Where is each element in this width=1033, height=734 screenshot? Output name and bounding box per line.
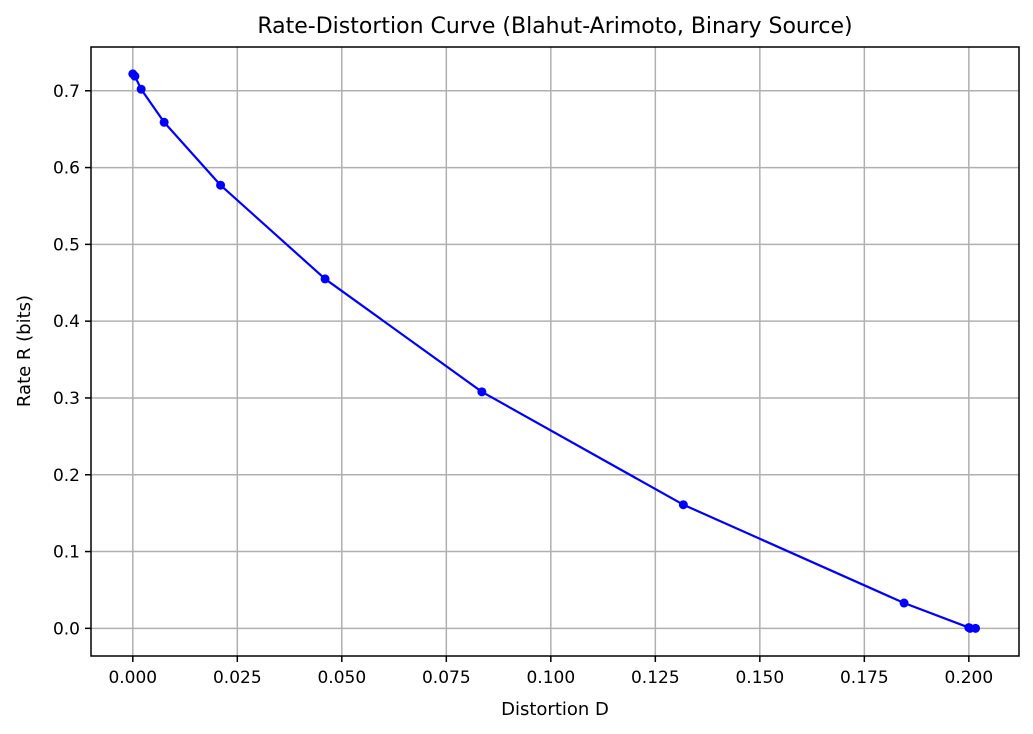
x-tick-label: 0.000	[108, 668, 157, 688]
x-tick-label: 0.075	[422, 668, 471, 688]
x-tick-label: 0.175	[840, 668, 889, 688]
data-point	[136, 84, 146, 94]
chart-title: Rate-Distortion Curve (Blahut-Arimoto, B…	[257, 14, 852, 39]
x-axis-ticks: 0.000 0.025 0.050 0.075 0.100 0.125 0.150 0.175…	[108, 656, 993, 688]
x-tick-label: 0.150	[735, 668, 784, 688]
series-line	[131, 73, 976, 630]
x-axis-label: Distortion D	[501, 699, 609, 720]
data-point	[216, 180, 226, 190]
y-tick-label: 0.0	[53, 619, 80, 639]
data-point	[477, 387, 487, 397]
y-tick-label: 0.6	[53, 159, 80, 179]
data-point	[678, 500, 688, 510]
x-tick-label: 0.125	[631, 668, 680, 688]
y-tick-label: 0.5	[53, 235, 80, 255]
grid-lines	[91, 47, 1019, 656]
data-point	[159, 117, 169, 127]
x-tick-label: 0.025	[213, 668, 262, 688]
data-point	[320, 274, 330, 284]
data-point	[899, 598, 909, 608]
plot-frame	[90, 46, 1020, 657]
x-tick-label: 0.050	[317, 668, 366, 688]
y-tick-label: 0.2	[53, 466, 80, 486]
y-tick-label: 0.1	[53, 543, 80, 563]
data-point	[130, 71, 140, 81]
data-series	[128, 69, 981, 633]
y-tick-label: 0.7	[53, 82, 80, 102]
y-tick-label: 0.4	[53, 312, 80, 332]
data-point	[971, 623, 981, 633]
x-tick-label: 0.100	[526, 668, 575, 688]
y-tick-label: 0.3	[53, 389, 80, 409]
y-axis-label: Rate R (bits)	[14, 295, 35, 407]
x-tick-label: 0.200	[945, 668, 994, 688]
y-axis-ticks: 0.0 0.1 0.2 0.3 0.4 0.5 0.6 0.7	[53, 82, 91, 639]
